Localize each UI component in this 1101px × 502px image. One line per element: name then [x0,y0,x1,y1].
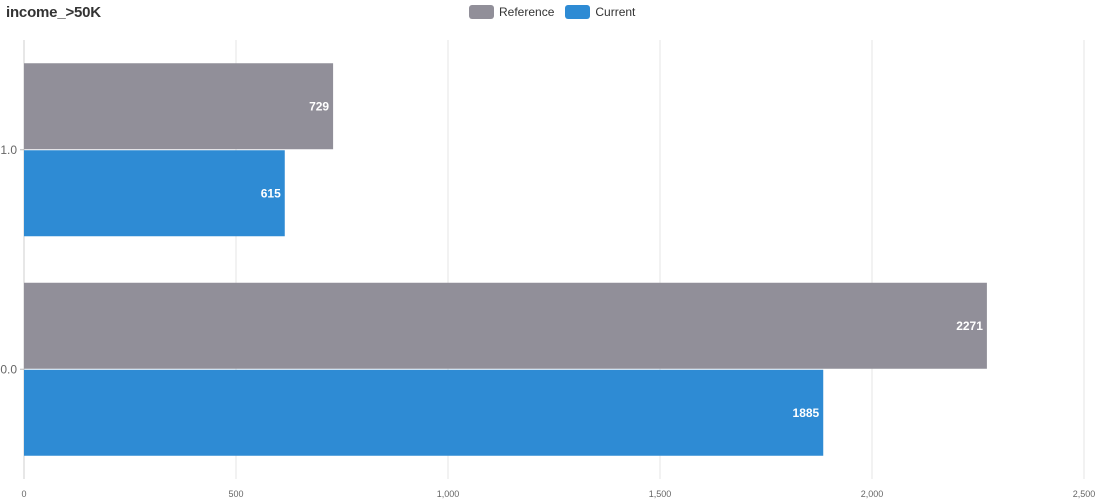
bar-label-reference-1-0: 729 [309,99,329,113]
x-tick-label-1: 500 [228,489,243,499]
legend-label-current: Current [595,5,636,19]
chart-title: income_>50K [6,4,101,21]
x-tick-label-3: 1,500 [649,489,672,499]
y-tick-label-1: 0.0 [0,362,17,376]
bar-label-reference-0-0: 2271 [956,319,983,333]
x-tick-label-2: 1,000 [437,489,460,499]
bar-reference-0-0 [24,282,987,369]
bar-reference-1-0 [24,63,334,150]
legend-swatch-current [565,5,591,19]
x-tick-label-5: 2,500 [1073,489,1096,499]
bar-current-1-0 [24,150,285,237]
legend-item-current[interactable]: Current [565,5,635,19]
legend-label-reference: Reference [499,5,555,19]
chart-legend: Reference Current [469,4,646,20]
x-tick-label-0: 0 [21,489,26,499]
legend-item-reference[interactable]: Reference [469,5,554,19]
bar-current-0-0 [24,369,824,456]
legend-swatch-reference [469,5,494,19]
bar-label-current-1-0: 615 [261,186,281,200]
x-tick-label-4: 2,000 [861,489,884,499]
y-tick-label-0: 1.0 [0,143,17,157]
bar-label-current-0-0: 1885 [793,406,820,420]
